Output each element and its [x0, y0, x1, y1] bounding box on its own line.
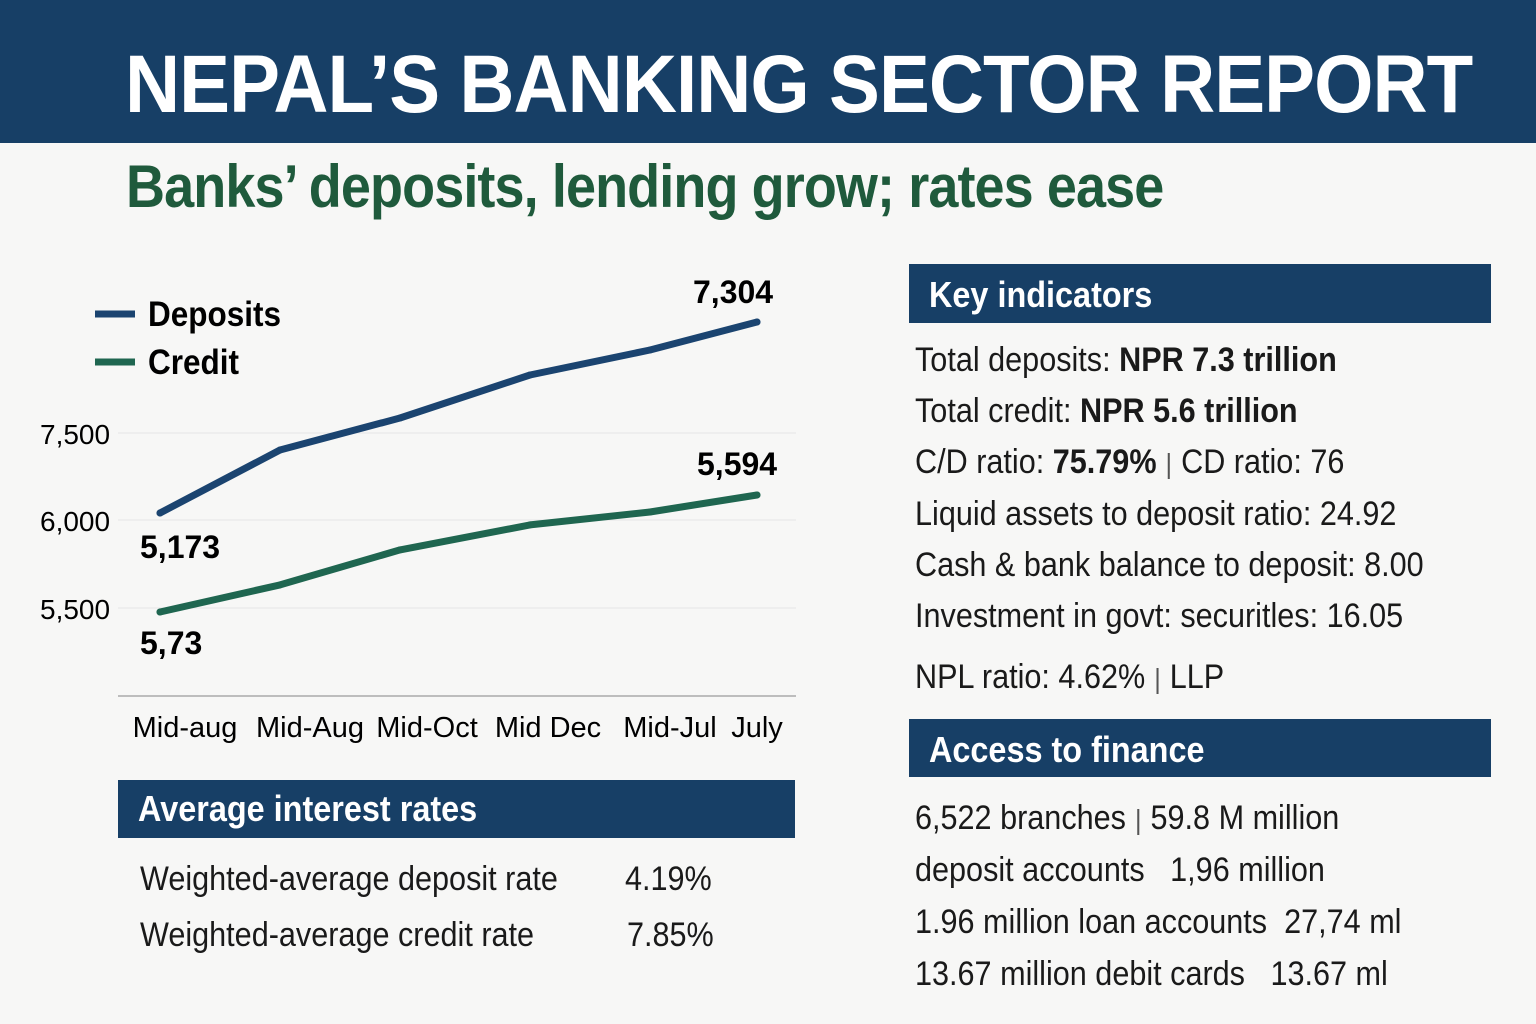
indicator-total-credit: Total credit: NPR 5.6 trillion [915, 392, 1298, 431]
row-label: Weighted-average deposit rate [140, 860, 558, 898]
y-tick-label: 7,500 [40, 419, 110, 450]
data-point-deposits [753, 318, 761, 326]
label: Total credit: [915, 392, 1072, 430]
branches: 6,522 branches [915, 799, 1126, 837]
x-tick-label: Mid Dec [495, 712, 601, 744]
heading-text: Key indicators [929, 274, 1153, 315]
access-line-3: 1.96 million loan accounts 27,74 ml [915, 903, 1402, 941]
subtitle: Banks’ deposits, lending grow; rates eas… [126, 153, 1164, 220]
value: NPR 7.3 trillion [1119, 341, 1337, 379]
data-point-deposits [396, 414, 404, 422]
data-point-deposits [526, 371, 534, 379]
data-label-deposits-end: 7,304 [693, 274, 773, 310]
interest-rates-heading: Average interest rates [118, 780, 795, 838]
series-line-credit [156, 491, 761, 616]
x-tick-label: Mid-Aug [256, 712, 364, 744]
access-line-1: 6,522 branches | 59.8 M million [915, 799, 1339, 838]
access-line-2: deposit accounts 1,96 million [915, 851, 1325, 889]
label: C/D ratio: [915, 443, 1045, 481]
series-line-deposits [156, 318, 761, 517]
x-tick-label: Mid-Jul [623, 712, 716, 744]
indicator-cd-ratio: C/D ratio: 75.79% | CD ratio: 76 [915, 443, 1344, 482]
separator: | [1134, 804, 1142, 835]
deposit-rate-row: Weighted-average deposit rate [140, 860, 558, 899]
data-label-credit-start: 5,73 [140, 625, 202, 661]
x-tick-label: Mid-Oct [376, 712, 478, 744]
indicator-total-deposits: Total deposits: NPR 7.3 trillion [915, 341, 1337, 380]
data-point-deposits [276, 446, 284, 454]
heading-text: Access to finance [929, 729, 1205, 770]
llp: LLP [1169, 658, 1225, 696]
data-point-deposits [156, 509, 164, 517]
deposit-accounts-count: 59.8 M million [1150, 799, 1340, 837]
data-point-credit [753, 491, 761, 499]
x-tick-label: July [731, 712, 783, 744]
indicator-liquid-assets: Liquid assets to deposit ratio: 24.92 [915, 495, 1397, 533]
label: Total deposits: [915, 341, 1111, 379]
header-banner: NEPAL’S BANKING SECTOR REPORT [0, 0, 1536, 143]
npl-ratio: NPL ratio: 4.62% [915, 658, 1146, 696]
page-title: NEPAL’S BANKING SECTOR REPORT [125, 39, 1473, 130]
key-indicators-heading: Key indicators [909, 264, 1491, 323]
indicator-npl: NPL ratio: 4.62% | LLP [915, 658, 1224, 697]
indicator-govt-securities: Investment in govt: securitles: 16.05 [915, 597, 1404, 635]
indicator-cash-balance: Cash & bank balance to deposit: 8.00 [915, 546, 1424, 584]
data-label-credit-end: 5,594 [697, 446, 777, 482]
y-tick-label: 6,000 [40, 506, 110, 537]
cd-ratio-alt: CD ratio: 76 [1181, 443, 1345, 481]
data-point-credit [276, 581, 284, 589]
heading-text: Average interest rates [138, 788, 478, 829]
data-point-credit [156, 608, 164, 616]
separator: | [1165, 448, 1173, 479]
access-to-finance-heading: Access to finance [909, 719, 1491, 777]
legend-label-credit: Credit [148, 344, 239, 383]
y-tick-label: 5,500 [40, 594, 110, 625]
deposit-rate-value: 4.19% [625, 860, 712, 898]
separator: | [1154, 663, 1161, 694]
data-point-credit [396, 546, 404, 554]
x-tick-label: Mid-aug [133, 712, 238, 744]
data-point-credit [526, 521, 534, 529]
access-line-4: 13.67 million debit cards 13.67 ml [915, 955, 1388, 993]
value: NPR 5.6 trillion [1079, 392, 1298, 430]
credit-rate-row: Weighted-average credit rate [140, 916, 534, 955]
value: 75.79% [1052, 443, 1157, 481]
legend: Deposits Credit [95, 296, 281, 383]
row-label: Weighted-average credit rate [140, 916, 535, 954]
credit-rate-value: 7.85% [627, 916, 714, 954]
legend-label-deposits: Deposits [148, 296, 281, 335]
data-point-credit [646, 508, 654, 516]
data-point-deposits [646, 346, 654, 354]
data-label-deposits-start: 5,173 [140, 529, 220, 565]
